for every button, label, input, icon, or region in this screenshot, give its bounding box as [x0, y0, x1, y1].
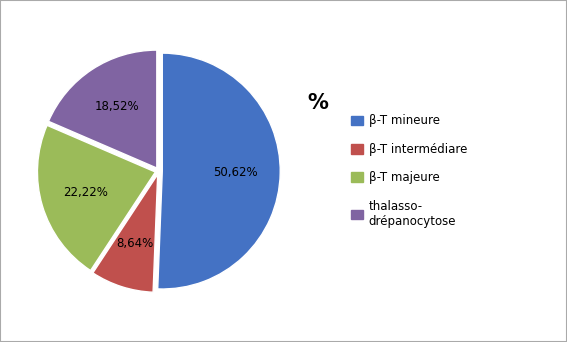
Wedge shape — [37, 125, 155, 271]
Wedge shape — [93, 174, 158, 292]
Text: %: % — [307, 93, 328, 113]
Text: 22,22%: 22,22% — [63, 186, 108, 199]
Legend: β-T mineure, β-T intermédiare, β-T majeure, thalasso-
drépanocytose: β-T mineure, β-T intermédiare, β-T majeu… — [346, 110, 472, 232]
Wedge shape — [158, 53, 280, 289]
Text: 18,52%: 18,52% — [94, 101, 139, 114]
Text: 50,62%: 50,62% — [213, 166, 258, 179]
Wedge shape — [49, 50, 157, 168]
Text: 8,64%: 8,64% — [117, 237, 154, 250]
